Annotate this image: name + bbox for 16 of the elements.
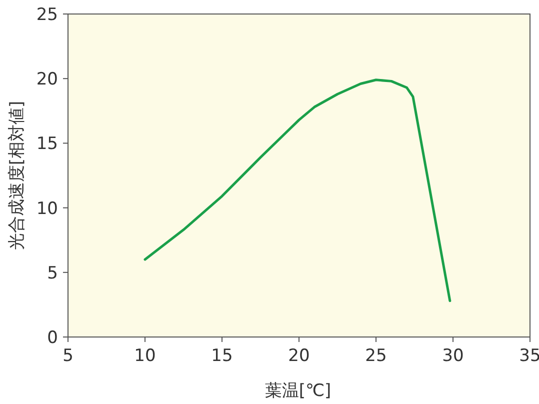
x-tick-label: 35 (519, 346, 539, 366)
x-tick-label: 5 (62, 346, 74, 366)
y-tick-label: 20 (36, 70, 58, 90)
y-tick-label: 0 (47, 328, 58, 348)
y-tick-label: 15 (36, 134, 58, 154)
y-tick-label: 10 (36, 198, 58, 219)
x-tick-label: 30 (442, 346, 464, 366)
x-tick-label: 25 (365, 346, 387, 366)
x-tick-label: 10 (134, 346, 156, 366)
y-tick-label: 5 (47, 263, 58, 284)
line-series (144, 78, 452, 302)
y-axis-title: 光合成速度[相対値] (7, 100, 27, 250)
x-tick-label: 20 (288, 346, 310, 366)
x-axis-title: 葉温[℃] (264, 381, 332, 401)
y-tick-label: 25 (36, 5, 58, 25)
x-tick-label: 15 (211, 346, 233, 366)
